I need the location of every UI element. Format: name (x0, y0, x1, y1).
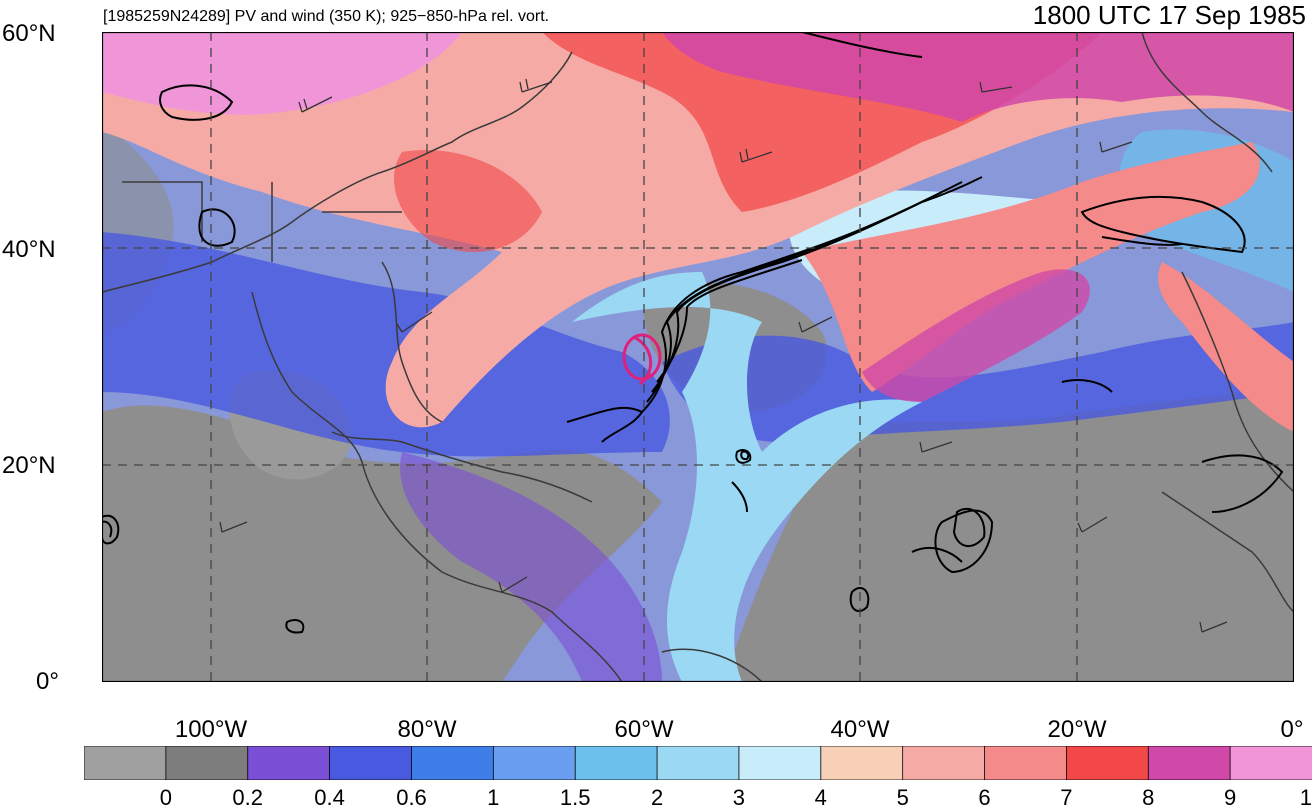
colorbar (84, 746, 1312, 780)
plot-title-right: 1800 UTC 17 Sep 1985 (1032, 0, 1306, 30)
storm-center-marker (622, 333, 662, 386)
colorbar-tick-label: 8 (1142, 785, 1155, 810)
lat-label-0: 0° (36, 668, 59, 695)
colorbar-swatch (329, 746, 413, 780)
colorbar-swatch (820, 746, 904, 780)
colorbar-swatch (574, 746, 658, 780)
lon-label-20w: 20°W (1047, 716, 1107, 743)
colorbar-tick-label: 0.2 (232, 785, 263, 810)
colorbar-tick-label: 0.6 (396, 785, 427, 810)
high-pv-fields (102, 32, 1294, 432)
colorbar-swatch (165, 746, 249, 780)
lon-label-0: 0° (1280, 716, 1304, 743)
coastlines (102, 32, 1294, 682)
wind-barbs (219, 78, 1228, 633)
colorbar-tick-label: 1 (487, 785, 500, 810)
colorbar-tick-label: 3 (732, 785, 746, 810)
colorbar-tick-label: 10 (1299, 785, 1312, 810)
colorbar-swatch (1066, 746, 1150, 780)
colorbar-tick-label: 6 (978, 785, 991, 810)
colorbar-tick-label: 9 (1223, 785, 1237, 810)
colorbar-swatch (1229, 746, 1312, 780)
colorbar-swatch (656, 746, 740, 780)
lon-label-60w: 60°W (614, 716, 674, 743)
colorbar-tick-label: 1.5 (559, 785, 591, 810)
colorbar-swatch (738, 746, 822, 780)
mid-pv-bands (102, 232, 1294, 682)
plot-title-left: [1985259N24289] PV and wind (350 K); 925… (103, 8, 550, 25)
colorbar-swatch (492, 746, 577, 780)
map-frame (102, 32, 1294, 682)
colorbar-tick-label: 0.4 (314, 785, 345, 810)
colorbar-swatch (1147, 746, 1232, 780)
colorbar-tick-label: 2 (650, 785, 664, 810)
lon-label-80w: 80°W (397, 716, 457, 743)
lon-label-100w: 100°W (174, 716, 248, 743)
lat-label-40n: 40°N (2, 236, 56, 263)
lat-label-60n: 60°N (2, 20, 56, 47)
colorbar-swatch (902, 746, 986, 780)
colorbar-tick-label: 5 (896, 785, 909, 810)
colorbar-tick-label: 0 (159, 785, 173, 810)
colorbar-swatch (84, 746, 167, 780)
colorbar-tick-label: 4 (814, 785, 827, 810)
lat-label-20n: 20°N (2, 452, 56, 479)
colorbar-swatch (411, 746, 495, 780)
colorbar-swatch (247, 746, 331, 780)
map-panel (102, 32, 1294, 682)
colorbar-tick-label: 7 (1060, 785, 1073, 810)
lon-label-40w: 40°W (830, 716, 890, 743)
vorticity-contours (102, 32, 1284, 634)
low-pv-fields (102, 122, 1294, 682)
lat-lon-grid (102, 32, 1294, 682)
colorbar-swatch (984, 746, 1068, 780)
